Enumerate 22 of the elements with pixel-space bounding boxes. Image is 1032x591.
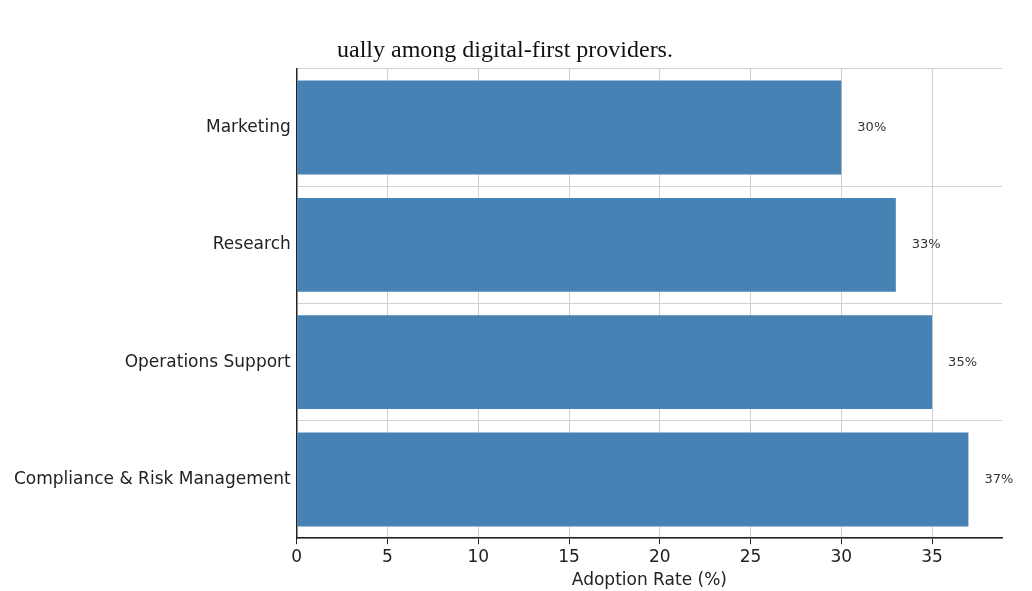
y-tick-label: Operations Support [124,350,292,371]
bar [297,197,896,292]
data-label: 37% [984,470,1014,486]
bar [297,80,842,175]
bar [297,432,969,527]
x-tick-label: 5 [382,545,393,566]
chart-title: ually among digital-first providers. [337,35,673,62]
y-tick-label: Compliance & Risk Management [13,467,292,488]
x-tick-label: 0 [291,545,303,566]
data-label: 30% [857,118,887,134]
x-tick-label: 10 [467,545,490,566]
x-tick-label: 20 [649,545,671,566]
x-axis-title: Adoption Rate (%) [571,569,727,590]
x-tick-label: 15 [558,545,580,566]
bar [297,315,933,410]
x-tick-label: 35 [921,545,943,566]
y-tick-label: Research [212,233,291,254]
x-tick-label: 25 [739,545,762,566]
x-tick-label: 30 [830,545,853,566]
data-label: 33% [911,236,941,252]
data-label: 35% [948,353,978,369]
y-tick-label: Marketing [206,115,291,136]
